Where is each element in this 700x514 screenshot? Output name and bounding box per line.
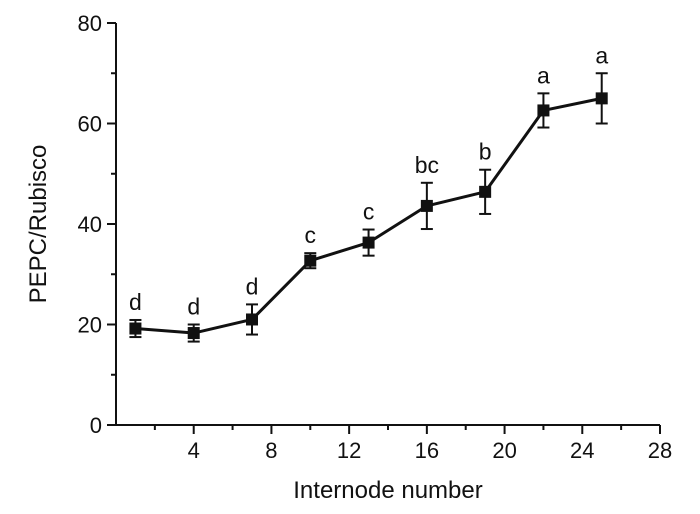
data-point-marker <box>595 92 608 105</box>
significance-label: bc <box>415 152 439 178</box>
y-axis-label: PEPC/Rubisco <box>25 145 52 304</box>
significance-label: a <box>537 62 550 88</box>
data-point-marker <box>129 322 142 335</box>
x-axis-label: Internode number <box>293 477 482 504</box>
x-tick-label: 28 <box>648 438 672 463</box>
plot-area: d d d c c bc b a a <box>129 42 608 343</box>
significance-label: a <box>595 42 608 68</box>
data-point-marker <box>187 327 200 340</box>
y-tick-label: 0 <box>90 413 102 438</box>
y-tick-label: 60 <box>78 112 102 137</box>
x-tick-label: 24 <box>570 438 594 463</box>
x-tick-label: 20 <box>492 438 516 463</box>
significance-label: d <box>187 294 200 320</box>
y-tick-label: 80 <box>78 11 102 36</box>
x-tick-label: 8 <box>265 438 277 463</box>
significance-label: b <box>479 139 492 165</box>
data-point-marker <box>420 199 433 212</box>
significance-label: c <box>363 199 375 225</box>
x-tick-label: 4 <box>188 438 200 463</box>
y-tick-label: 40 <box>78 212 102 237</box>
data-point-marker <box>304 254 317 267</box>
data-point-marker <box>362 236 375 249</box>
y-tick-label: 20 <box>78 313 102 338</box>
data-point-marker <box>537 104 550 117</box>
data-point-marker <box>246 313 258 326</box>
significance-label: d <box>129 289 142 315</box>
data-point-marker <box>479 185 492 198</box>
significance-label: d <box>246 273 259 299</box>
x-ticks: 4 8 12 16 20 24 28 <box>153 425 672 463</box>
y-ticks: 0 20 40 60 80 <box>78 11 116 438</box>
significance-label: c <box>305 222 317 248</box>
axes <box>115 23 660 426</box>
x-tick-label: 12 <box>337 438 361 463</box>
x-tick-label: 16 <box>415 438 439 463</box>
